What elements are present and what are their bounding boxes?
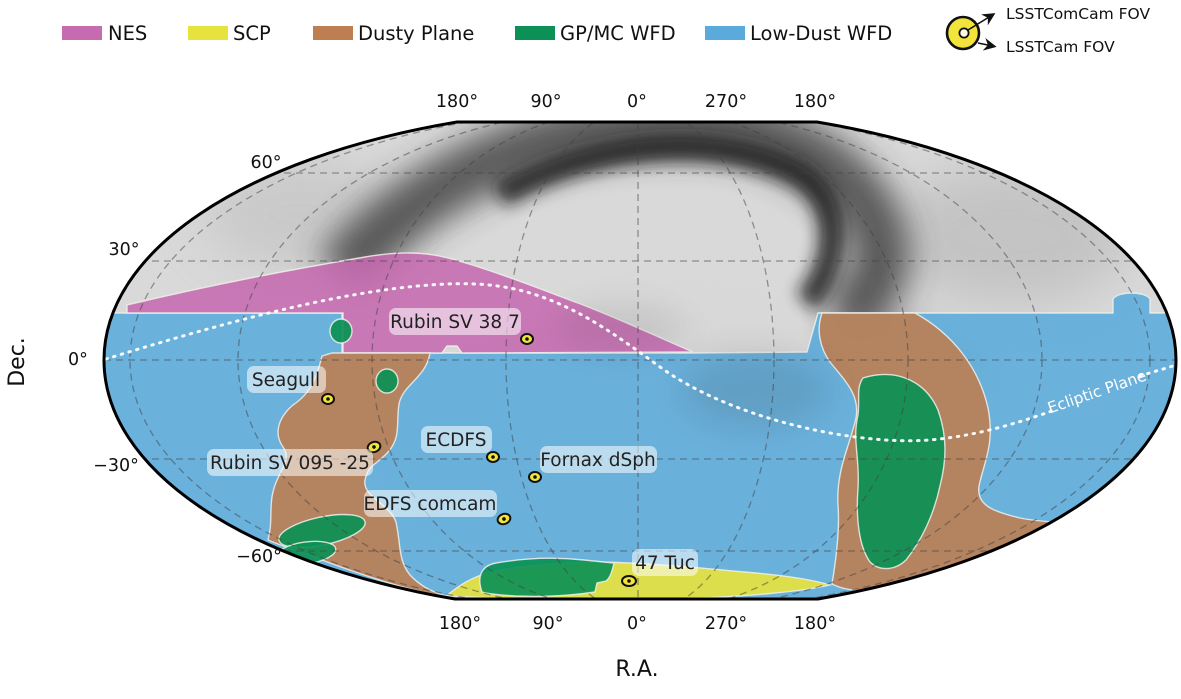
legend-label-scp: SCP xyxy=(233,22,271,45)
ra-tick-bottom-2: 0° xyxy=(627,614,647,634)
legend-label-low-dust-wfd: Low-Dust WFD xyxy=(750,22,892,45)
ra-tick-top-4: 180° xyxy=(794,92,836,112)
target-marker-rubin-sv-38-7 xyxy=(520,333,534,345)
target-label-rubin-sv-38-7: Rubin SV 38 7 xyxy=(389,308,521,335)
ecliptic-line-2 xyxy=(1138,363,1178,378)
legend-label-nes: NES xyxy=(108,22,147,45)
target-label-ecdfs: ECDFS xyxy=(421,426,492,453)
dec-tick-m60: −60° xyxy=(236,547,282,567)
y-axis-label: Dec. xyxy=(5,337,30,387)
legend-swatch-nes xyxy=(62,26,102,40)
svg-text:ECDFS: ECDFS xyxy=(426,430,487,451)
target-markers xyxy=(321,333,637,587)
region-gpmc-wfd-right xyxy=(855,373,946,570)
ecliptic-line xyxy=(104,282,1054,443)
legend-label-dusty-plane: Dusty Plane xyxy=(358,22,474,45)
target-marker-ecdfs xyxy=(486,451,500,463)
ra-tick-bottom-1: 90° xyxy=(532,614,563,634)
svg-text:47 Tuc: 47 Tuc xyxy=(635,553,695,574)
region-gpmc-wfd-south xyxy=(479,557,615,598)
svg-text:Seagull: Seagull xyxy=(252,370,320,391)
dec-tick-m30: −30° xyxy=(93,456,139,476)
sky-map: Ecliptic Plane Rubin SV 38 7 Seagull xyxy=(102,120,1178,601)
region-nes xyxy=(126,252,694,354)
dec-tick-60: 60° xyxy=(250,153,281,173)
fov-lsstcam-label: LSSTCam FOV xyxy=(1006,38,1115,56)
target-labels: Rubin SV 38 7 Seagull Rubin SV 095 -25 E… xyxy=(207,308,698,576)
target-marker-fornax-dsph xyxy=(528,471,542,483)
target-label-rubin-sv-095--25: Rubin SV 095 -25 xyxy=(207,449,373,476)
legend-swatch-gpmc-wfd xyxy=(515,26,555,40)
svg-text:EDFS comcam: EDFS comcam xyxy=(364,494,497,515)
target-marker-edfs-comcam xyxy=(496,512,512,526)
legend-swatch-scp xyxy=(188,26,228,40)
axis-ticks: 180° 90° 0° 270° 180° 180° 90° 0° 270° 1… xyxy=(5,92,836,682)
ra-tick-bottom-4: 180° xyxy=(794,614,836,634)
target-marker-rubin-sv-095--25 xyxy=(366,440,382,454)
target-marker-seagull xyxy=(321,393,335,405)
ra-tick-bottom-0: 180° xyxy=(439,614,481,634)
target-label-fornax-dsph: Fornax dSph xyxy=(540,446,657,473)
legend-label-gpmc-wfd: GP/MC WFD xyxy=(560,22,676,45)
dec-tick-0: 0° xyxy=(68,350,88,370)
target-label-seagull: Seagull xyxy=(247,366,326,393)
target-label-edfs-comcam: EDFS comcam xyxy=(364,490,497,517)
svg-text:Rubin SV 38 7: Rubin SV 38 7 xyxy=(390,312,520,333)
legend-swatch-dusty-plane xyxy=(313,26,353,40)
ra-tick-top-3: 270° xyxy=(705,92,747,112)
lsstcam-arrow xyxy=(977,37,997,51)
map-outline xyxy=(102,120,1178,601)
fov-symbol: LSSTComCam FOV LSSTCam FOV xyxy=(945,5,1150,56)
target-label-47-tuc: 47 Tuc xyxy=(632,549,698,576)
target-marker-47-tuc xyxy=(621,575,637,587)
ra-tick-top-1: 90° xyxy=(530,92,561,112)
legend-swatch-low-dust-wfd xyxy=(705,26,745,40)
ra-tick-top-0: 180° xyxy=(436,92,478,112)
ra-tick-top-2: 0° xyxy=(627,92,647,112)
svg-text:Rubin SV 095 -25: Rubin SV 095 -25 xyxy=(210,453,370,474)
legend: NES SCP Dusty Plane GP/MC WFD Low-Dust W… xyxy=(62,5,1150,56)
comcam-arrow xyxy=(967,13,996,31)
x-axis-label: R.A. xyxy=(615,657,658,682)
ra-tick-bottom-3: 270° xyxy=(705,614,747,634)
svg-text:Fornax dSph: Fornax dSph xyxy=(540,450,655,471)
lsstcomcam-fov-icon xyxy=(958,27,970,39)
region-gpmc-dot-2 xyxy=(375,368,399,394)
region-gpmc-dot-1 xyxy=(329,318,353,344)
fov-comcam-label: LSSTComCam FOV xyxy=(1006,5,1150,23)
dust-showthrough-2 xyxy=(555,304,685,352)
dust-showthrough-1 xyxy=(680,352,830,428)
dec-tick-30: 30° xyxy=(108,240,139,260)
